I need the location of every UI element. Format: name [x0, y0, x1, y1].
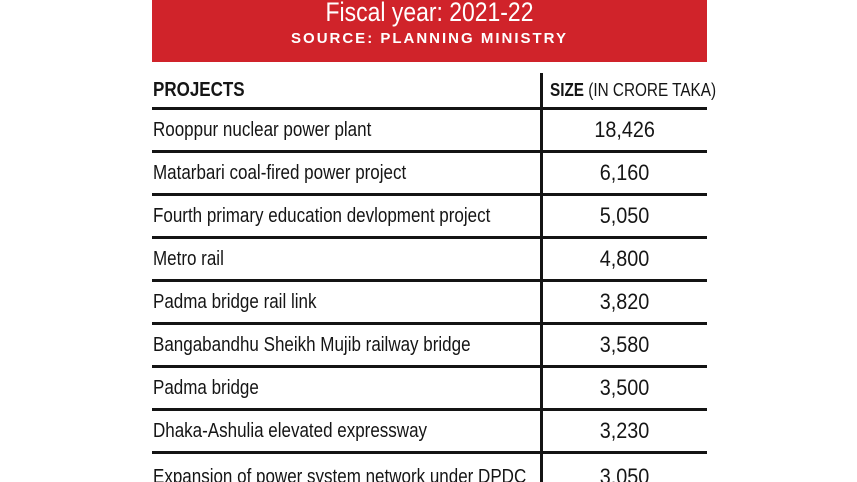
table-row: Dhaka-Ashulia elevated expressway 3,230 — [152, 411, 707, 454]
project-size: 3,500 — [600, 375, 650, 400]
project-size-cell: 3,230 — [543, 411, 707, 451]
project-size: 3,820 — [600, 289, 650, 314]
project-size-cell: 3,820 — [543, 282, 707, 322]
projects-header-label: PROJECTS — [153, 78, 245, 101]
table-row: Padma bridge rail link 3,820 — [152, 282, 707, 325]
project-name: Rooppur nuclear power plant — [153, 118, 372, 141]
project-name-cell: Fourth primary education devlopment proj… — [152, 196, 543, 236]
size-unit-label: (IN CRORE TAKA) — [588, 79, 717, 100]
table-row: Rooppur nuclear power plant 18,426 — [152, 110, 707, 153]
project-size: 3,580 — [600, 332, 650, 357]
project-size: 6,160 — [600, 160, 650, 185]
size-column-header: SIZE (IN CRORE TAKA) — [543, 73, 716, 107]
project-size-cell: 4,800 — [543, 239, 707, 279]
project-name: Bangabandhu Sheikh Mujib railway bridge — [153, 333, 471, 356]
projects-column-header: PROJECTS — [152, 73, 543, 107]
project-size: 3,230 — [600, 418, 650, 443]
project-size-cell: 3,580 — [543, 325, 707, 365]
project-name-cell: Expansion of power system network under … — [152, 454, 543, 482]
project-name: Dhaka-Ashulia elevated expressway — [153, 419, 428, 442]
project-name-cell: Bangabandhu Sheikh Mujib railway bridge — [152, 325, 543, 365]
project-size-cell: 18,426 — [543, 110, 707, 150]
header-banner: Fiscal year: 2021-22 SOURCE: PLANNING MI… — [152, 0, 707, 62]
size-label: SIZE — [550, 79, 585, 100]
projects-table: PROJECTS SIZE (IN CRORE TAKA) Rooppur nuc… — [152, 73, 716, 482]
project-size: 18,426 — [594, 117, 656, 142]
table-row: Metro rail 4,800 — [152, 239, 707, 282]
project-size: 5,050 — [600, 203, 650, 228]
project-name-cell: Padma bridge — [152, 368, 543, 408]
project-name: Padma bridge rail link — [153, 290, 317, 313]
project-size-cell: 3,050 — [543, 454, 707, 482]
project-name-cell: Padma bridge rail link — [152, 282, 543, 322]
table-row: Padma bridge 3,500 — [152, 368, 707, 411]
table-row: Bangabandhu Sheikh Mujib railway bridge 3… — [152, 325, 707, 368]
infographic: Fiscal year: 2021-22 SOURCE: PLANNING MI… — [152, 0, 716, 482]
project-name-cell: Dhaka-Ashulia elevated expressway — [152, 411, 543, 451]
project-size-cell: 6,160 — [543, 153, 707, 193]
project-name-cell: Metro rail — [152, 239, 543, 279]
project-size-cell: 3,500 — [543, 368, 707, 408]
project-name: Metro rail — [153, 247, 224, 270]
table-row: Expansion of power system network under … — [152, 454, 707, 482]
project-name: Expansion of power system network under … — [153, 465, 527, 482]
fiscal-year-title: Fiscal year: 2021-22 — [325, 0, 534, 27]
project-size-cell: 5,050 — [543, 196, 707, 236]
project-name-cell: Matarbari coal-fired power project — [152, 153, 543, 193]
table-body: Rooppur nuclear power plant 18,426 Matarba… — [152, 110, 707, 482]
source-label: SOURCE: PLANNING MINISTRY — [291, 30, 568, 47]
project-name: Fourth primary education devlopment proj… — [153, 204, 491, 227]
project-size: 4,800 — [600, 246, 650, 271]
project-name-cell: Rooppur nuclear power plant — [152, 110, 543, 150]
project-name: Matarbari coal-fired power project — [153, 161, 407, 184]
project-size: 3,050 — [600, 464, 650, 482]
table-header-row: PROJECTS SIZE (IN CRORE TAKA) — [152, 73, 716, 110]
size-header-label: SIZE (IN CRORE TAKA) — [550, 80, 716, 101]
table-row: Fourth primary education devlopment proj… — [152, 196, 707, 239]
table-row: Matarbari coal-fired power project 6,160 — [152, 153, 707, 196]
project-name: Padma bridge — [153, 376, 259, 399]
